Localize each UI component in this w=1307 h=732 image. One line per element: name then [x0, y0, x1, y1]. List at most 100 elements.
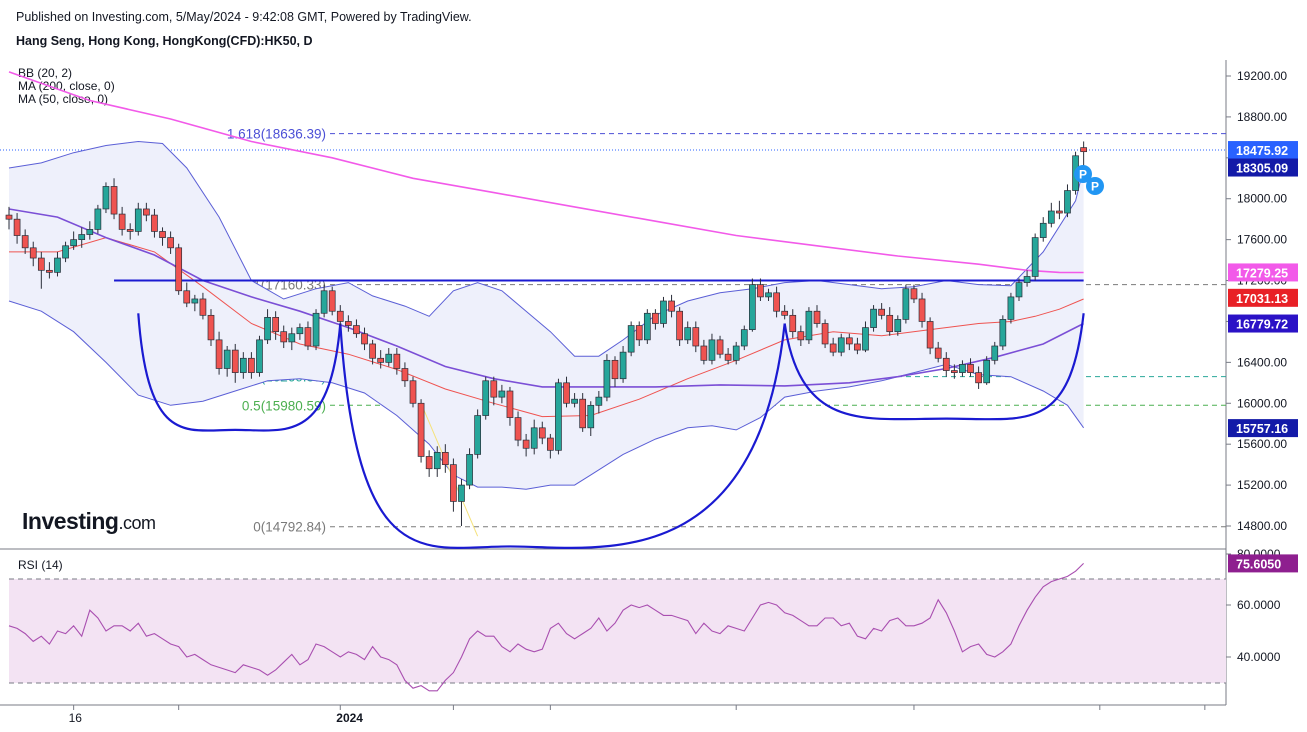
candle[interactable]: [547, 433, 554, 459]
candle[interactable]: [385, 348, 393, 367]
candle[interactable]: [498, 384, 506, 404]
candle[interactable]: [37, 251, 45, 289]
candle[interactable]: [643, 309, 651, 344]
candle[interactable]: [692, 321, 700, 353]
candle[interactable]: [1056, 200, 1063, 220]
candle[interactable]: [894, 315, 902, 336]
candle[interactable]: [118, 206, 126, 236]
candle[interactable]: [401, 362, 409, 387]
candle[interactable]: [288, 327, 296, 351]
candle[interactable]: [506, 386, 514, 426]
candle[interactable]: [353, 319, 360, 338]
candle[interactable]: [143, 202, 150, 222]
candle[interactable]: [126, 223, 134, 240]
candle[interactable]: [1031, 233, 1039, 281]
candle[interactable]: [708, 333, 716, 365]
candle[interactable]: [918, 292, 926, 328]
candle[interactable]: [102, 182, 110, 214]
candle[interactable]: [942, 352, 950, 377]
pivot-marker[interactable]: P: [1086, 177, 1104, 195]
candle[interactable]: [29, 241, 37, 267]
candle[interactable]: [676, 307, 683, 346]
legend-ma50[interactable]: MA (50, close, 0): [18, 92, 109, 106]
candle[interactable]: [474, 409, 481, 459]
candle[interactable]: [5, 206, 13, 230]
candle[interactable]: [377, 350, 385, 369]
candle[interactable]: [813, 305, 821, 328]
candle[interactable]: [239, 352, 247, 379]
candle[interactable]: [466, 448, 473, 490]
candle[interactable]: [765, 288, 772, 301]
candle[interactable]: [70, 231, 77, 250]
candle[interactable]: [749, 278, 756, 332]
candle[interactable]: [789, 309, 797, 338]
candle[interactable]: [336, 305, 344, 326]
candle[interactable]: [579, 393, 587, 432]
candle[interactable]: [231, 343, 239, 383]
candle[interactable]: [1007, 292, 1015, 324]
candle[interactable]: [821, 319, 829, 349]
legend-ma200[interactable]: MA (200, close, 0): [18, 79, 115, 93]
candle[interactable]: [837, 333, 845, 357]
candle[interactable]: [797, 325, 805, 346]
candle[interactable]: [54, 251, 61, 277]
candle[interactable]: [1080, 141, 1087, 166]
candle[interactable]: [1015, 278, 1023, 302]
candle[interactable]: [684, 321, 692, 344]
candle[interactable]: [312, 309, 320, 351]
candle[interactable]: [660, 296, 667, 328]
candle[interactable]: [1047, 202, 1055, 228]
candle[interactable]: [393, 348, 401, 375]
candle[interactable]: [854, 337, 861, 355]
candle[interactable]: [740, 325, 748, 351]
candle[interactable]: [910, 284, 918, 304]
candle[interactable]: [62, 241, 69, 263]
candle[interactable]: [94, 204, 102, 234]
candle[interactable]: [46, 262, 53, 279]
candle[interactable]: [441, 444, 449, 473]
candle[interactable]: [829, 337, 837, 357]
candle[interactable]: [256, 335, 263, 377]
candle[interactable]: [619, 346, 627, 383]
candle[interactable]: [199, 292, 207, 320]
candle[interactable]: [320, 284, 328, 318]
candle[interactable]: [514, 411, 522, 447]
candle[interactable]: [223, 346, 231, 377]
candle[interactable]: [304, 321, 312, 351]
candle[interactable]: [878, 303, 885, 320]
candle[interactable]: [1023, 270, 1031, 287]
candle[interactable]: [110, 178, 118, 220]
candle[interactable]: [732, 341, 740, 365]
candle[interactable]: [563, 376, 570, 408]
candle[interactable]: [757, 278, 764, 302]
candle[interactable]: [862, 321, 869, 353]
candle[interactable]: [345, 315, 352, 332]
candle[interactable]: [328, 286, 336, 316]
candle[interactable]: [975, 366, 982, 389]
legend-bb[interactable]: BB (20, 2): [18, 66, 73, 80]
candle[interactable]: [13, 213, 21, 244]
candle[interactable]: [417, 399, 425, 463]
candle[interactable]: [134, 202, 142, 236]
candle[interactable]: [555, 378, 562, 455]
candle[interactable]: [207, 309, 215, 346]
candle[interactable]: [490, 376, 498, 406]
candle[interactable]: [781, 305, 789, 320]
candle[interactable]: [482, 376, 490, 420]
candle[interactable]: [603, 354, 611, 402]
candle[interactable]: [425, 450, 433, 477]
candle[interactable]: [627, 321, 635, 357]
candle[interactable]: [175, 243, 183, 295]
candle[interactable]: [151, 208, 158, 238]
candle[interactable]: [934, 341, 942, 363]
candle[interactable]: [635, 321, 643, 346]
rsi-label[interactable]: RSI (14): [18, 558, 63, 572]
candle[interactable]: [587, 401, 595, 436]
candle[interactable]: [248, 352, 255, 379]
candle[interactable]: [272, 311, 279, 340]
candle[interactable]: [530, 419, 538, 455]
candle[interactable]: [167, 231, 174, 254]
candle[interactable]: [668, 294, 675, 318]
candle[interactable]: [983, 356, 991, 385]
candle[interactable]: [773, 286, 780, 318]
